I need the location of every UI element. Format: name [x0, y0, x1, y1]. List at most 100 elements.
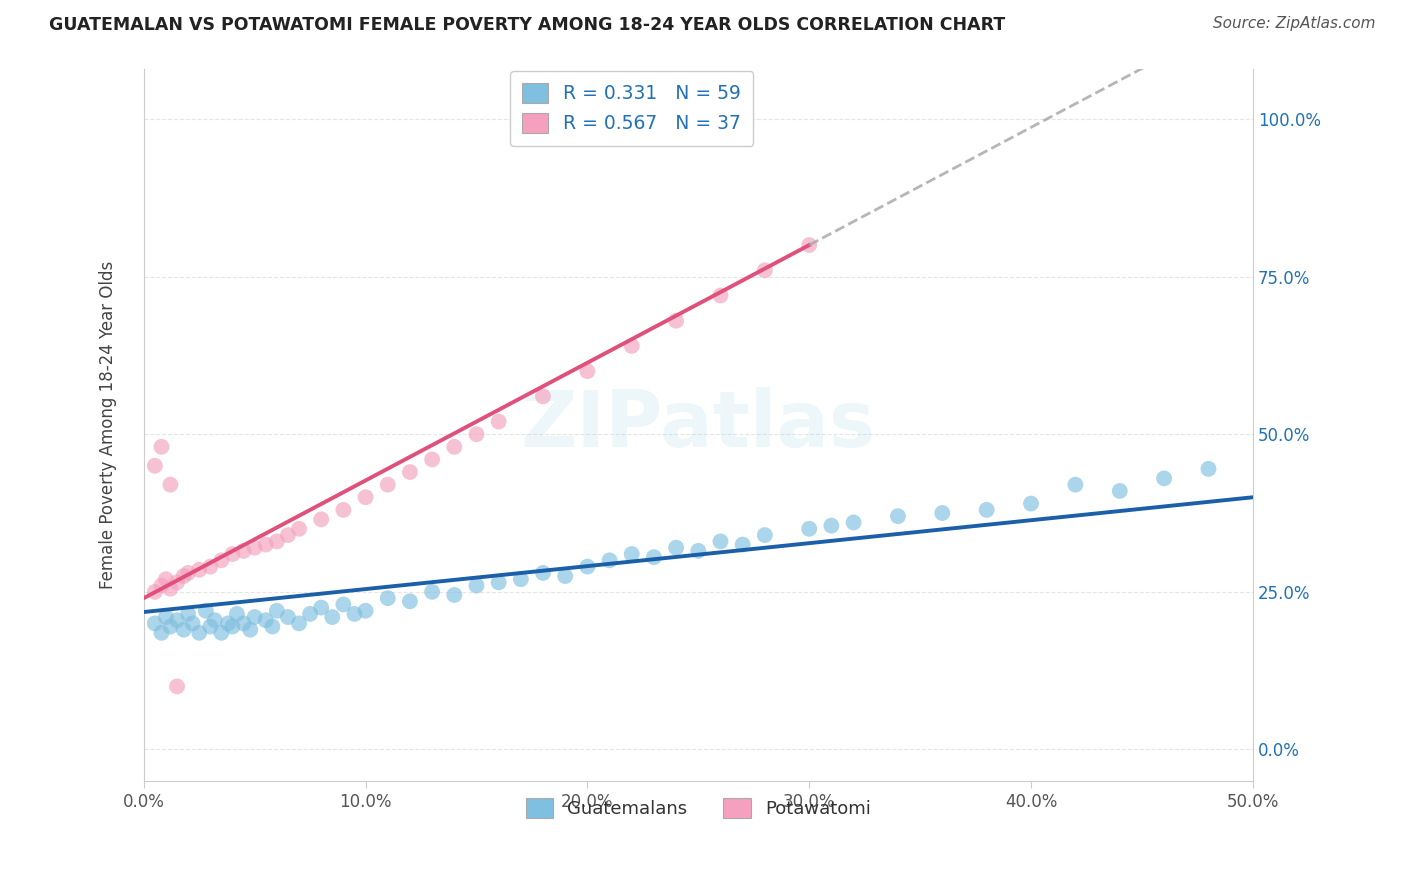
Point	[976, 503, 998, 517]
Point	[399, 465, 422, 479]
Point	[266, 604, 288, 618]
Point	[262, 619, 284, 633]
Point	[354, 604, 377, 618]
Point	[332, 598, 354, 612]
Point	[188, 625, 211, 640]
Point	[332, 503, 354, 517]
Point	[321, 610, 343, 624]
Point	[599, 553, 621, 567]
Point	[177, 566, 200, 580]
Point	[277, 528, 299, 542]
Point	[159, 477, 181, 491]
Point	[232, 616, 254, 631]
Point	[620, 547, 643, 561]
Point	[254, 613, 277, 627]
Point	[143, 616, 166, 631]
Text: GUATEMALAN VS POTAWATOMI FEMALE POVERTY AMONG 18-24 YEAR OLDS CORRELATION CHART: GUATEMALAN VS POTAWATOMI FEMALE POVERTY …	[49, 16, 1005, 34]
Point	[243, 610, 266, 624]
Point	[309, 600, 332, 615]
Point	[1019, 497, 1042, 511]
Point	[576, 559, 599, 574]
Point	[209, 625, 232, 640]
Point	[820, 518, 842, 533]
Point	[465, 578, 488, 592]
Point	[1198, 462, 1220, 476]
Point	[531, 389, 554, 403]
Point	[266, 534, 288, 549]
Point	[221, 547, 243, 561]
Point	[465, 427, 488, 442]
Point	[799, 238, 821, 252]
Point	[150, 625, 173, 640]
Point	[443, 440, 465, 454]
Point	[288, 616, 311, 631]
Point	[443, 588, 465, 602]
Point	[204, 613, 226, 627]
Point	[254, 537, 277, 551]
Point	[842, 516, 865, 530]
Point	[150, 440, 173, 454]
Point	[166, 613, 188, 627]
Point	[177, 607, 200, 621]
Point	[173, 623, 195, 637]
Point	[243, 541, 266, 555]
Point	[288, 522, 311, 536]
Point	[200, 559, 222, 574]
Point	[181, 616, 204, 631]
Point	[488, 415, 510, 429]
Point	[166, 680, 188, 694]
Point	[643, 550, 665, 565]
Point	[688, 544, 710, 558]
Point	[576, 364, 599, 378]
Legend: Guatemalans, Potawatomi: Guatemalans, Potawatomi	[519, 791, 879, 825]
Point	[159, 582, 181, 596]
Point	[799, 522, 821, 536]
Point	[1108, 483, 1130, 498]
Point	[531, 566, 554, 580]
Point	[754, 263, 776, 277]
Text: Source: ZipAtlas.com: Source: ZipAtlas.com	[1212, 16, 1375, 31]
Point	[155, 572, 177, 586]
Point	[150, 578, 173, 592]
Point	[420, 452, 443, 467]
Point	[709, 288, 731, 302]
Text: ZIPatlas: ZIPatlas	[520, 387, 876, 463]
Point	[217, 616, 239, 631]
Point	[420, 585, 443, 599]
Point	[731, 537, 754, 551]
Point	[377, 591, 399, 606]
Point	[226, 607, 249, 621]
Point	[166, 575, 188, 590]
Point	[509, 572, 531, 586]
Point	[620, 339, 643, 353]
Point	[277, 610, 299, 624]
Point	[159, 619, 181, 633]
Point	[754, 528, 776, 542]
Point	[554, 569, 576, 583]
Point	[1064, 477, 1087, 491]
Point	[143, 585, 166, 599]
Point	[232, 544, 254, 558]
Point	[209, 553, 232, 567]
Point	[1153, 471, 1175, 485]
Point	[221, 619, 243, 633]
Point	[299, 607, 322, 621]
Point	[354, 490, 377, 504]
Point	[143, 458, 166, 473]
Point	[173, 569, 195, 583]
Point	[343, 607, 366, 621]
Point	[194, 604, 217, 618]
Point	[239, 623, 262, 637]
Point	[155, 610, 177, 624]
Point	[665, 541, 688, 555]
Point	[377, 477, 399, 491]
Point	[931, 506, 953, 520]
Point	[200, 619, 222, 633]
Point	[709, 534, 731, 549]
Point	[665, 314, 688, 328]
Y-axis label: Female Poverty Among 18-24 Year Olds: Female Poverty Among 18-24 Year Olds	[100, 260, 117, 589]
Point	[188, 563, 211, 577]
Point	[399, 594, 422, 608]
Point	[488, 575, 510, 590]
Point	[309, 512, 332, 526]
